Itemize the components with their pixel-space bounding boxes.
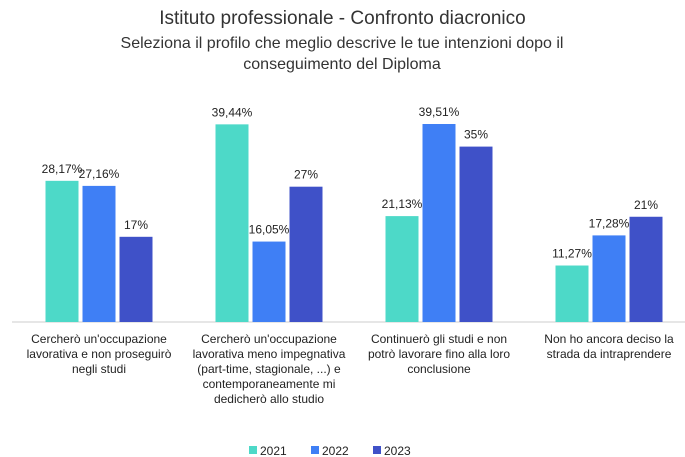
legend-label: 2023 [384, 444, 411, 457]
legend-swatch [373, 446, 381, 454]
bar [629, 216, 663, 322]
bar [215, 124, 249, 322]
legend-swatch [249, 446, 257, 454]
legend-label: 2022 [322, 444, 349, 457]
x-tick-label: Continuerò gli studi e non potrò lavorar… [367, 332, 511, 376]
x-tick-label: Non ho ancora deciso la strada da intrap… [544, 332, 674, 361]
bar [45, 180, 79, 322]
bar [422, 124, 456, 322]
legend-label: 2021 [260, 444, 287, 457]
x-tick-label: Cercherò un'occupazione lavorativa meno … [192, 332, 346, 406]
bar [555, 265, 589, 322]
value-label: 16,05% [249, 223, 290, 237]
bar [82, 185, 116, 322]
chart-subtitle: Seleziona il profilo che meglio descrive… [120, 35, 564, 73]
value-label: 17% [124, 218, 148, 232]
bar [289, 186, 323, 322]
value-label: 35% [464, 128, 488, 142]
bar [385, 216, 419, 322]
bar [119, 236, 153, 322]
value-label: 21,13% [382, 197, 423, 211]
chart-title: Istituto professionale - Confronto diacr… [159, 8, 526, 29]
value-label: 11,27% [552, 247, 592, 261]
value-label: 28,17% [42, 162, 83, 176]
legend-swatch [311, 446, 319, 454]
bar [252, 241, 286, 322]
bar [459, 146, 493, 322]
value-label: 17,28% [589, 216, 630, 230]
value-label: 39,51% [419, 105, 460, 119]
value-label: 21% [634, 198, 658, 212]
bar [592, 235, 626, 322]
value-label: 39,44% [212, 105, 253, 119]
value-label: 27% [294, 168, 318, 182]
value-label: 27,16% [79, 167, 120, 181]
x-tick-label: Cercherò un'occupazione lavorativa e non… [26, 332, 172, 376]
